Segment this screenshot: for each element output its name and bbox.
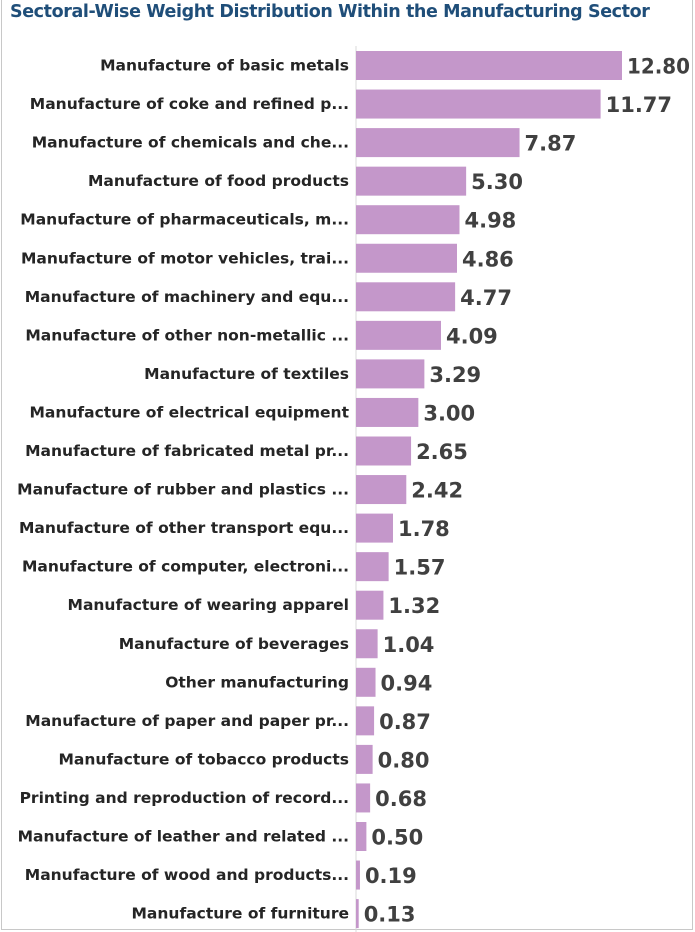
category-label: Manufacture of furniture: [132, 905, 350, 923]
category-label: Manufacture of other transport equ...: [19, 519, 349, 537]
category-label: Manufacture of leather and related ...: [18, 828, 349, 846]
data-label: 1.57: [394, 556, 446, 580]
bar[interactable]: [356, 552, 389, 582]
data-label: 1.32: [388, 594, 440, 618]
chart-title: Sectoral-Wise Weight Distribution Within…: [10, 2, 650, 22]
bar[interactable]: [356, 436, 412, 466]
bar[interactable]: [356, 243, 457, 273]
bar[interactable]: [356, 744, 373, 774]
data-label: 0.13: [364, 903, 416, 927]
bar[interactable]: [356, 629, 378, 659]
bar[interactable]: [356, 359, 425, 389]
data-label: 4.98: [464, 209, 516, 233]
category-label: Manufacture of wood and products...: [25, 866, 349, 884]
data-label: 4.86: [462, 247, 514, 271]
data-label: 3.29: [429, 363, 481, 387]
bar[interactable]: [356, 706, 375, 736]
bar[interactable]: [356, 397, 419, 427]
category-label: Manufacture of tobacco products: [58, 750, 349, 768]
category-label: Printing and reproduction of record...: [20, 789, 349, 807]
category-label: Manufacture of basic metals: [100, 57, 349, 75]
bar[interactable]: [356, 282, 456, 312]
category-label: Manufacture of computer, electroni...: [22, 558, 349, 576]
category-label: Manufacture of machinery and equ...: [25, 288, 349, 306]
bar[interactable]: [356, 475, 407, 505]
data-label: 4.09: [446, 324, 498, 348]
bar[interactable]: [356, 128, 520, 158]
category-label: Manufacture of motor vehicles, trai...: [21, 249, 349, 267]
data-label: 0.94: [381, 671, 433, 695]
bar[interactable]: [356, 783, 371, 813]
category-label: Manufacture of textiles: [144, 365, 349, 383]
data-label: 3.00: [423, 401, 475, 425]
data-label: 5.30: [471, 170, 523, 194]
data-label: 1.04: [383, 633, 435, 657]
bar[interactable]: [356, 320, 441, 350]
data-label: 0.50: [371, 826, 423, 850]
category-label: Manufacture of wearing apparel: [68, 596, 349, 614]
bar[interactable]: [356, 860, 360, 890]
data-label: 1.78: [398, 517, 450, 541]
data-label: 2.65: [416, 440, 468, 464]
data-label: 0.19: [365, 864, 417, 888]
bar[interactable]: [356, 590, 384, 620]
data-label: 0.80: [378, 748, 430, 772]
bar[interactable]: [356, 513, 393, 543]
category-label: Manufacture of coke and refined p...: [30, 95, 349, 113]
data-label: 4.77: [460, 286, 512, 310]
category-label: Manufacture of fabricated metal pr...: [25, 442, 349, 460]
data-label: 7.87: [525, 132, 577, 156]
category-label: Manufacture of paper and paper pr...: [25, 712, 349, 730]
data-label: 2.42: [411, 479, 463, 503]
bar[interactable]: [356, 899, 359, 929]
data-label: 0.68: [375, 787, 427, 811]
bar[interactable]: [356, 51, 622, 80]
bar[interactable]: [356, 822, 367, 851]
category-label: Manufacture of beverages: [119, 635, 349, 653]
category-label: Other manufacturing: [165, 673, 349, 691]
data-label: 11.77: [606, 93, 672, 117]
bar[interactable]: [356, 166, 467, 196]
category-label: Manufacture of chemicals and che...: [32, 134, 349, 152]
category-label: Manufacture of pharmaceuticals, m...: [20, 211, 349, 229]
category-label: Manufacture of rubber and plastics ...: [17, 481, 349, 499]
data-label: 0.87: [379, 710, 431, 734]
data-label: 12.80: [627, 55, 690, 79]
bar[interactable]: [356, 205, 460, 235]
category-label: Manufacture of other non-metallic ...: [25, 326, 349, 344]
bar[interactable]: [356, 667, 376, 697]
category-label: Manufacture of electrical equipment: [29, 403, 349, 421]
bar[interactable]: [356, 89, 601, 119]
category-label: Manufacture of food products: [88, 172, 349, 190]
